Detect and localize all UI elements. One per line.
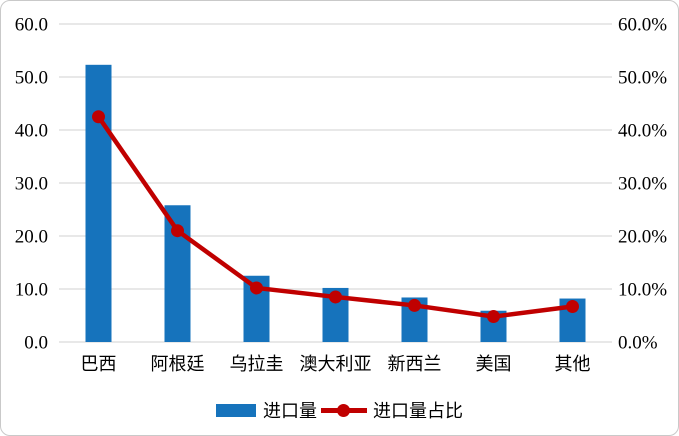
right-axis-tick: 0.0% bbox=[618, 333, 658, 354]
right-axis-tick: 30.0% bbox=[618, 174, 667, 195]
x-axis-label: 美国 bbox=[476, 354, 512, 374]
combo-chart-plot-area: 0.0 0.0% 10.0 10.0% 20.0 20.0% 30.0 30.0% 40.0 40… bbox=[15, 15, 668, 375]
legend-bar-swatch bbox=[216, 403, 256, 417]
x-axis-label: 阿根廷 bbox=[151, 354, 205, 374]
x-axis-label: 澳大利亚 bbox=[300, 354, 372, 374]
line-point bbox=[329, 290, 342, 304]
left-axis-tick: 60.0 bbox=[15, 15, 48, 36]
legend-line-marker bbox=[321, 403, 367, 417]
chart-legend: 进口量 进口量占比 bbox=[1, 397, 678, 423]
line-point bbox=[408, 298, 421, 312]
line-point bbox=[566, 299, 579, 313]
bar bbox=[85, 64, 112, 342]
legend-label-import-share: 进口量占比 bbox=[373, 401, 463, 421]
line-point bbox=[92, 110, 105, 124]
x-axis-label: 乌拉圭 bbox=[230, 354, 284, 374]
line-point bbox=[250, 281, 263, 295]
left-axis-tick: 30.0 bbox=[15, 174, 48, 195]
right-axis-tick: 50.0% bbox=[618, 68, 667, 89]
left-axis-tick: 50.0 bbox=[15, 68, 48, 89]
left-axis-tick: 0.0 bbox=[24, 333, 48, 354]
x-axis-label: 巴西 bbox=[81, 354, 117, 374]
line-point bbox=[487, 310, 500, 324]
left-axis-tick: 20.0 bbox=[15, 227, 48, 248]
left-axis-tick: 10.0 bbox=[15, 280, 48, 301]
right-axis-tick: 10.0% bbox=[618, 280, 667, 301]
x-axis-label: 其他 bbox=[555, 354, 591, 374]
right-axis-tick: 20.0% bbox=[618, 227, 667, 248]
legend-label-import-volume: 进口量 bbox=[263, 401, 317, 421]
x-axis-label: 新西兰 bbox=[388, 354, 442, 374]
right-axis-tick: 40.0% bbox=[618, 121, 667, 142]
left-axis-tick: 40.0 bbox=[15, 121, 48, 142]
legend-line-dot-icon bbox=[337, 403, 350, 417]
line-point bbox=[171, 224, 184, 238]
right-axis-tick: 60.0% bbox=[618, 15, 667, 36]
